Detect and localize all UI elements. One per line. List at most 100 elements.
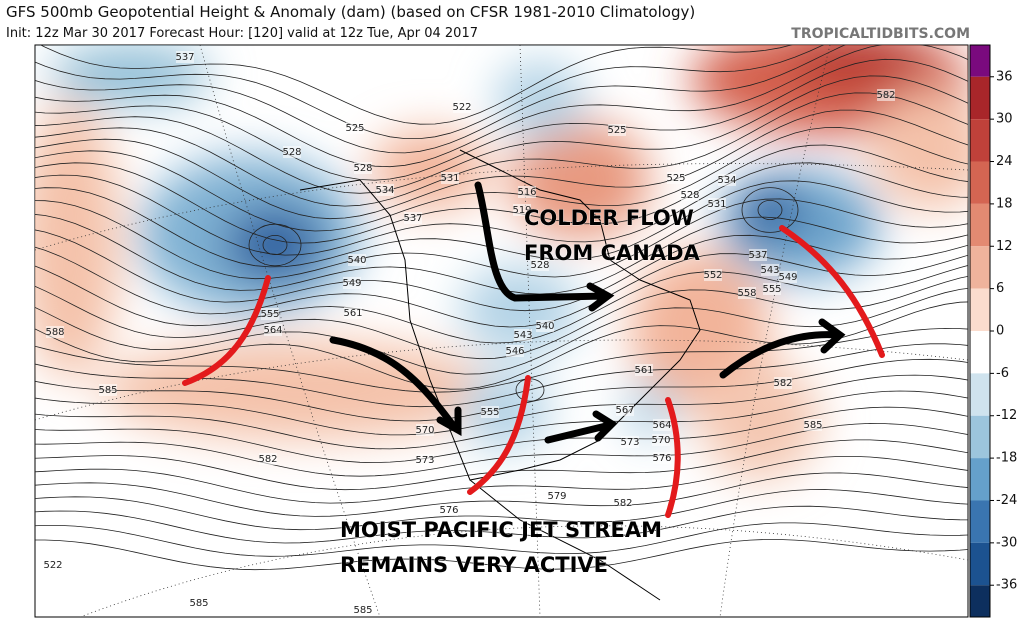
label-bg — [514, 329, 532, 341]
label-bg — [738, 287, 756, 299]
label-bg — [176, 51, 194, 63]
contour — [35, 287, 968, 375]
label-bg — [616, 404, 634, 416]
graticule — [35, 45, 968, 617]
contour — [35, 144, 968, 244]
label-bg — [518, 186, 536, 198]
contour-label: 564 — [263, 325, 282, 336]
contour-label: 543 — [513, 330, 532, 341]
contour-label: 528 — [680, 190, 699, 201]
arrows — [182, 181, 885, 518]
contour — [35, 374, 968, 436]
contour-label: 585 — [98, 385, 117, 396]
contour-label: 540 — [535, 321, 554, 332]
colorbar-label: 30 — [996, 112, 1013, 127]
label-bg — [548, 490, 566, 502]
label-bg — [704, 269, 722, 281]
contour — [35, 198, 968, 280]
colorbar-band — [970, 542, 990, 586]
contour — [35, 127, 968, 232]
label-bg — [346, 122, 364, 134]
contour-label: 573 — [620, 437, 639, 448]
contour-label: 585 — [353, 605, 372, 616]
colorbar: 36 30 24 18 12 6 0 -6 -12 -18 -24 -30 -36 — [969, 44, 1017, 618]
label-bg — [621, 436, 639, 448]
label-bg — [259, 453, 277, 465]
contour-label: 564 — [652, 420, 671, 431]
contour-label: 522 — [452, 102, 471, 113]
contour-label: 528 — [282, 147, 301, 158]
contour-label: 537 — [403, 213, 422, 224]
contour-label: 546 — [505, 346, 524, 357]
contour-label: 588 — [45, 327, 64, 338]
contour-label: 576 — [439, 505, 458, 516]
annotation: MOIST PACIFIC JET STREAM — [340, 518, 662, 542]
label-bg — [46, 326, 64, 338]
colorbar-label: -12 — [996, 408, 1017, 423]
map: 5375285225255285345375315165195285405495… — [35, 45, 968, 617]
colorbar-band — [970, 585, 990, 617]
colorbar-label: 18 — [996, 196, 1013, 211]
contour-label: 549 — [778, 272, 797, 283]
contour-label: 534 — [375, 185, 394, 196]
colorbar-label: -24 — [996, 493, 1017, 508]
contour — [35, 229, 968, 312]
label-bg — [354, 604, 372, 616]
contour-label: 585 — [189, 598, 208, 609]
contour-label: 534 — [717, 175, 736, 186]
colorbar-label: -6 — [996, 366, 1009, 381]
contour-label: 570 — [415, 425, 434, 436]
colorbar-label: -18 — [996, 451, 1017, 466]
label-bg — [681, 189, 699, 201]
colorbar-band — [970, 119, 990, 162]
colorbar-band — [970, 288, 990, 331]
contour-label: 582 — [876, 90, 895, 101]
label-bg — [506, 345, 524, 357]
contour-label: 549 — [342, 278, 361, 289]
contour-label: 576 — [652, 453, 671, 464]
colorbar-band — [970, 458, 990, 501]
contour — [35, 246, 968, 328]
colorbar-label: 6 — [996, 281, 1004, 296]
contour-label: 558 — [737, 288, 756, 299]
label-bg — [708, 198, 726, 210]
title: GFS 500mb Geopotential Height & Anomaly … — [6, 3, 695, 21]
label-bg — [481, 406, 499, 418]
label-bg — [614, 497, 632, 509]
contour-label: 525 — [607, 125, 626, 136]
contour — [35, 327, 968, 393]
contour-label: 582 — [773, 378, 792, 389]
contour — [35, 439, 968, 491]
contour — [248, 223, 302, 267]
label-bg — [804, 419, 822, 431]
contour — [35, 58, 968, 181]
contour — [35, 343, 968, 408]
contour-label: 552 — [703, 270, 722, 281]
label-bg — [749, 249, 767, 261]
height-contours — [35, 45, 968, 571]
colorbar-band — [970, 415, 990, 459]
contour — [35, 45, 968, 168]
contour-label: 579 — [547, 491, 566, 502]
label-bg — [761, 264, 779, 276]
contour — [35, 45, 846, 154]
contour-label: 537 — [748, 250, 767, 261]
contour-label: 540 — [347, 255, 366, 266]
contour-label: 573 — [415, 455, 434, 466]
colorbar-label: -36 — [996, 578, 1017, 593]
contour — [39, 45, 793, 125]
label-bg — [653, 419, 671, 431]
colorbar-label: 24 — [996, 154, 1013, 169]
colorbar-band — [970, 246, 990, 289]
label-bg — [416, 424, 434, 436]
contour — [35, 358, 968, 422]
annotation: FROM CANADA — [524, 241, 700, 265]
label-bg — [264, 324, 282, 336]
contour — [35, 505, 968, 544]
colorbar-label: 0 — [996, 324, 1004, 339]
colorbar-band — [970, 373, 990, 416]
label-bg — [376, 184, 394, 196]
contour — [262, 234, 288, 255]
label-bg — [261, 308, 279, 320]
